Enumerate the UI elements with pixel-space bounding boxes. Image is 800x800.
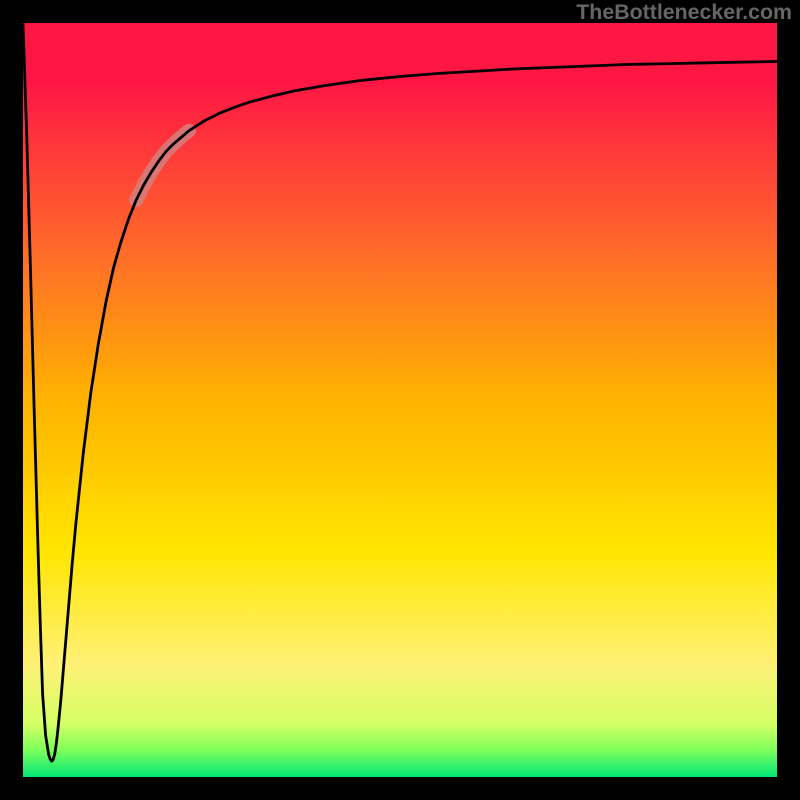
bottleneck-chart — [0, 0, 800, 800]
chart-container: TheBottlenecker.com — [0, 0, 800, 800]
chart-background — [23, 23, 777, 777]
